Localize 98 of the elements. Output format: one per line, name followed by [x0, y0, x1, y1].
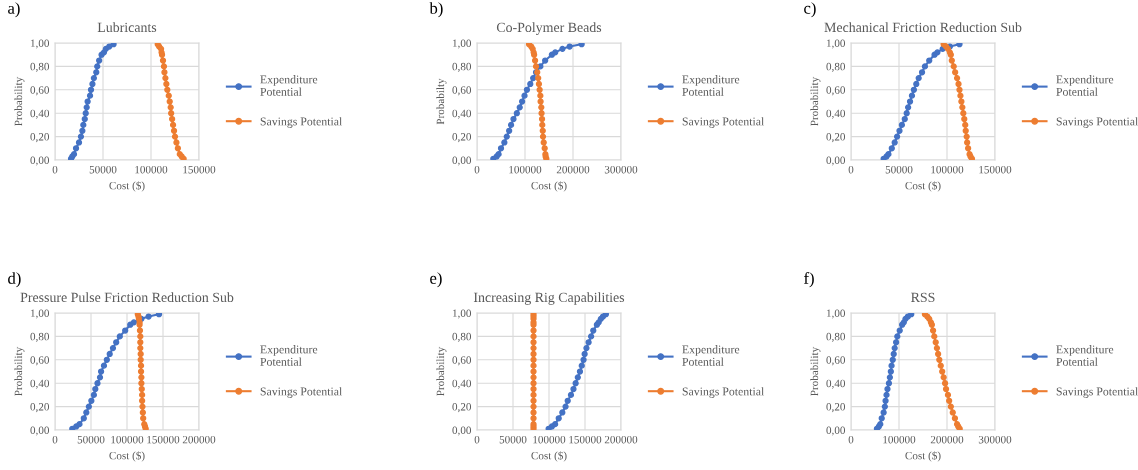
legend-label: Savings Potential — [260, 387, 343, 398]
text: b) — [429, 2, 443, 18]
y-axis-title: Probability — [810, 76, 821, 126]
y-tick-label: 0,80 — [826, 62, 846, 72]
x-tick-label: 200000 — [930, 435, 964, 444]
y-tick-label: 0,40 — [30, 109, 50, 119]
x-tick-label: 200000 — [182, 435, 216, 444]
x-tick-label: 0 — [52, 165, 58, 174]
legend-label: Expenditure Potential — [682, 75, 740, 96]
text: d) — [8, 272, 21, 288]
legend-label: Savings Potential — [682, 387, 765, 398]
y-tick-label: 0,80 — [30, 62, 50, 72]
x-tick-label: 100000 — [533, 435, 566, 444]
y-tick-label: 0,20 — [452, 133, 472, 143]
y-axis-title: Probability — [14, 76, 25, 126]
chart-title: Increasing Rig Capabilities — [473, 292, 625, 305]
chart-title: Lubricants — [97, 22, 157, 33]
y-tick-label: 0,00 — [826, 426, 846, 436]
y-tick-label: 0,40 — [30, 379, 50, 389]
y-tick-label: 0,60 — [30, 86, 50, 96]
x-tick-label: 150000 — [979, 165, 1012, 174]
text: f) — [803, 271, 814, 288]
y-tick-label: 1,00 — [826, 39, 846, 49]
y-tick-label: 1,00 — [826, 309, 846, 319]
chart-title: RSS — [911, 292, 935, 303]
y-tick-label: 0,20 — [30, 133, 50, 143]
y-tick-label: 0,60 — [452, 86, 472, 96]
y-tick-label: 0,60 — [30, 356, 50, 366]
text: e) — [430, 272, 442, 288]
legend-label: Savings Potential — [682, 117, 765, 128]
chart-title: Pressure Pulse Friction Reduction Sub — [20, 292, 234, 303]
legend-label: Expenditure Potential — [1056, 345, 1114, 366]
y-tick-label: 0,80 — [452, 62, 472, 72]
y-tick-label: 0,20 — [30, 403, 50, 413]
y-axis-title: Probability — [810, 346, 821, 396]
y-axis-title: Probability — [436, 346, 447, 396]
y-tick-label: 0,00 — [452, 426, 472, 436]
y-tick-label: 1,00 — [452, 39, 472, 49]
x-tick-label: 0 — [848, 165, 854, 174]
x-tick-label: 50000 — [89, 165, 117, 174]
legend-label: Savings Potential — [260, 117, 343, 128]
text: a) — [8, 2, 20, 18]
legend-label: Expenditure Potential — [1056, 75, 1114, 96]
x-tick-label: 300000 — [604, 165, 638, 174]
y-tick-label: 0,20 — [826, 403, 846, 413]
x-tick-label: 200000 — [556, 165, 590, 174]
x-tick-label: 100000 — [135, 165, 168, 174]
y-tick-label: 0,40 — [452, 379, 472, 389]
legend-label: Expenditure Potential — [682, 345, 740, 366]
legend-label: Expenditure Potential — [260, 345, 318, 366]
y-tick-label: 0,00 — [826, 156, 846, 166]
x-tick-label: 50000 — [77, 435, 105, 444]
x-axis-title: Cost ($) — [531, 451, 567, 462]
chart-title: Co-Polymer Beads — [496, 22, 602, 35]
y-tick-label: 0,40 — [826, 109, 846, 119]
x-tick-label: 0 — [848, 435, 854, 444]
y-tick-label: 0,60 — [826, 356, 846, 366]
x-tick-label: 200000 — [604, 435, 638, 444]
x-tick-label: 100000 — [111, 435, 144, 444]
x-tick-label: 150000 — [147, 435, 180, 444]
x-tick-label: 150000 — [569, 435, 602, 444]
x-tick-label: 100000 — [931, 165, 964, 174]
x-axis-title: Cost ($) — [905, 181, 941, 192]
y-tick-label: 0,40 — [826, 379, 846, 389]
chart-title: Mechanical Friction Reduction Sub — [824, 22, 1022, 33]
y-tick-label: 0,60 — [826, 86, 846, 96]
x-tick-label: 300000 — [978, 435, 1012, 444]
y-tick-label: 0,00 — [30, 426, 50, 436]
x-tick-label: 0 — [474, 435, 480, 444]
x-axis-title: Cost ($) — [531, 181, 567, 192]
y-tick-label: 0,40 — [452, 109, 472, 119]
text: c) — [804, 2, 816, 18]
y-tick-label: 0,00 — [452, 156, 472, 166]
legend-label: Savings Potential — [1056, 117, 1138, 128]
y-tick-label: 1,00 — [30, 39, 50, 49]
y-tick-label: 0,20 — [826, 133, 846, 143]
y-tick-label: 0,80 — [452, 332, 472, 342]
x-tick-label: 150000 — [183, 165, 216, 174]
y-axis-title: Probability — [14, 346, 25, 396]
y-tick-label: 1,00 — [30, 309, 50, 319]
x-tick-label: 50000 — [885, 165, 913, 174]
y-tick-label: 0,60 — [452, 356, 472, 366]
x-axis-title: Cost ($) — [109, 181, 145, 192]
x-axis-title: Cost ($) — [109, 451, 145, 462]
x-axis-title: Cost ($) — [905, 451, 941, 462]
y-tick-label: 0,00 — [30, 156, 50, 166]
y-tick-label: 1,00 — [452, 309, 472, 319]
legend-label: Savings Potential — [1056, 387, 1138, 398]
x-tick-label: 50000 — [499, 435, 527, 444]
x-tick-label: 100000 — [509, 165, 542, 174]
y-tick-label: 0,80 — [826, 332, 846, 342]
y-tick-label: 0,80 — [30, 332, 50, 342]
y-axis-title: Probabilty — [436, 78, 447, 125]
x-tick-label: 0 — [474, 165, 480, 174]
x-tick-label: 100000 — [883, 435, 916, 444]
legend-label: Expenditure Potential — [260, 75, 318, 96]
x-tick-label: 0 — [52, 435, 58, 444]
y-tick-label: 0,20 — [452, 403, 472, 413]
